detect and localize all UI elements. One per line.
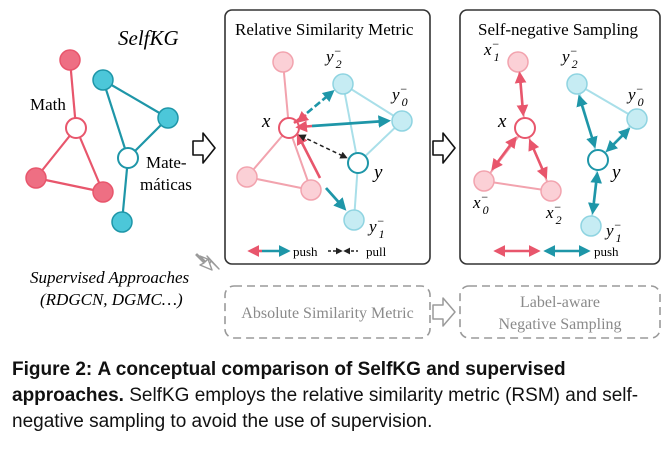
rsm-legend-push: push (293, 244, 318, 259)
rsm-legend-pull: pull (366, 244, 387, 259)
label-mate-2: máticas (140, 175, 192, 194)
rsm-label-y: y (372, 162, 383, 183)
label-aware-label-2: Negative Sampling (498, 316, 621, 333)
rsm-label-y2: y− 2 (324, 44, 342, 71)
left-panel: SelfKG Math Mate- máticas (25, 26, 220, 309)
rsm-label-y1: y− 1 (367, 214, 385, 241)
sns-label-x2: x− 2 (545, 200, 562, 227)
label-math: Math (30, 95, 66, 114)
selfkg-title: SelfKG (118, 26, 179, 50)
rsm-label-y0: y− 0 (390, 82, 408, 109)
sns-legend-push: push (594, 244, 619, 259)
matematicas-graph (92, 69, 179, 233)
label-mate-1: Mate- (146, 153, 187, 172)
supervised-methods-label: (RDGCN, DGMC…) (40, 290, 183, 309)
sns-label-y1: y− 1 (604, 218, 622, 245)
bottom-row: Absolute Similarity Metric Label-aware N… (224, 285, 661, 339)
sns-label-x1: x− 1 (483, 37, 500, 64)
figure-diagram: SelfKG Math Mate- máticas (25, 9, 661, 339)
sns-title: Self-negative Sampling (478, 20, 639, 39)
sns-label-y0: y− 0 (626, 82, 644, 109)
absolute-similarity-label: Absolute Similarity Metric (241, 305, 413, 322)
label-aware-label-1: Label-aware (520, 294, 600, 311)
sns-panel: Self-negative Sampling x y x− 1 (459, 9, 661, 265)
hollow-arrow-icon (192, 132, 216, 164)
rsm-legend: push pull (247, 244, 387, 259)
math-graph (25, 49, 114, 203)
hollow-arrow-icon (432, 132, 456, 164)
caption-label: Figure 2: (12, 359, 93, 380)
sns-legend: push (493, 244, 619, 259)
sns-label-y2: y− 2 (560, 44, 578, 71)
sns-label-x0: x− 0 (472, 190, 489, 217)
rsm-title: Relative Similarity Metric (235, 20, 414, 39)
rsm-label-x: x (261, 111, 271, 132)
hollow-arrow-gray-icon (432, 297, 456, 327)
rsm-panel: Relative Similarity Metric x y (224, 9, 431, 265)
sns-label-y: y (610, 162, 621, 183)
caption-body: SelfKG employs the relative similarity m… (12, 385, 639, 432)
figure-caption: Figure 2: A conceptual comparison of Sel… (12, 357, 662, 435)
supervised-approaches-label: Supervised Approaches (30, 268, 189, 287)
sns-label-x: x (497, 111, 507, 132)
caption-title: A conceptual comparison of SelfKG and su… (12, 359, 566, 406)
